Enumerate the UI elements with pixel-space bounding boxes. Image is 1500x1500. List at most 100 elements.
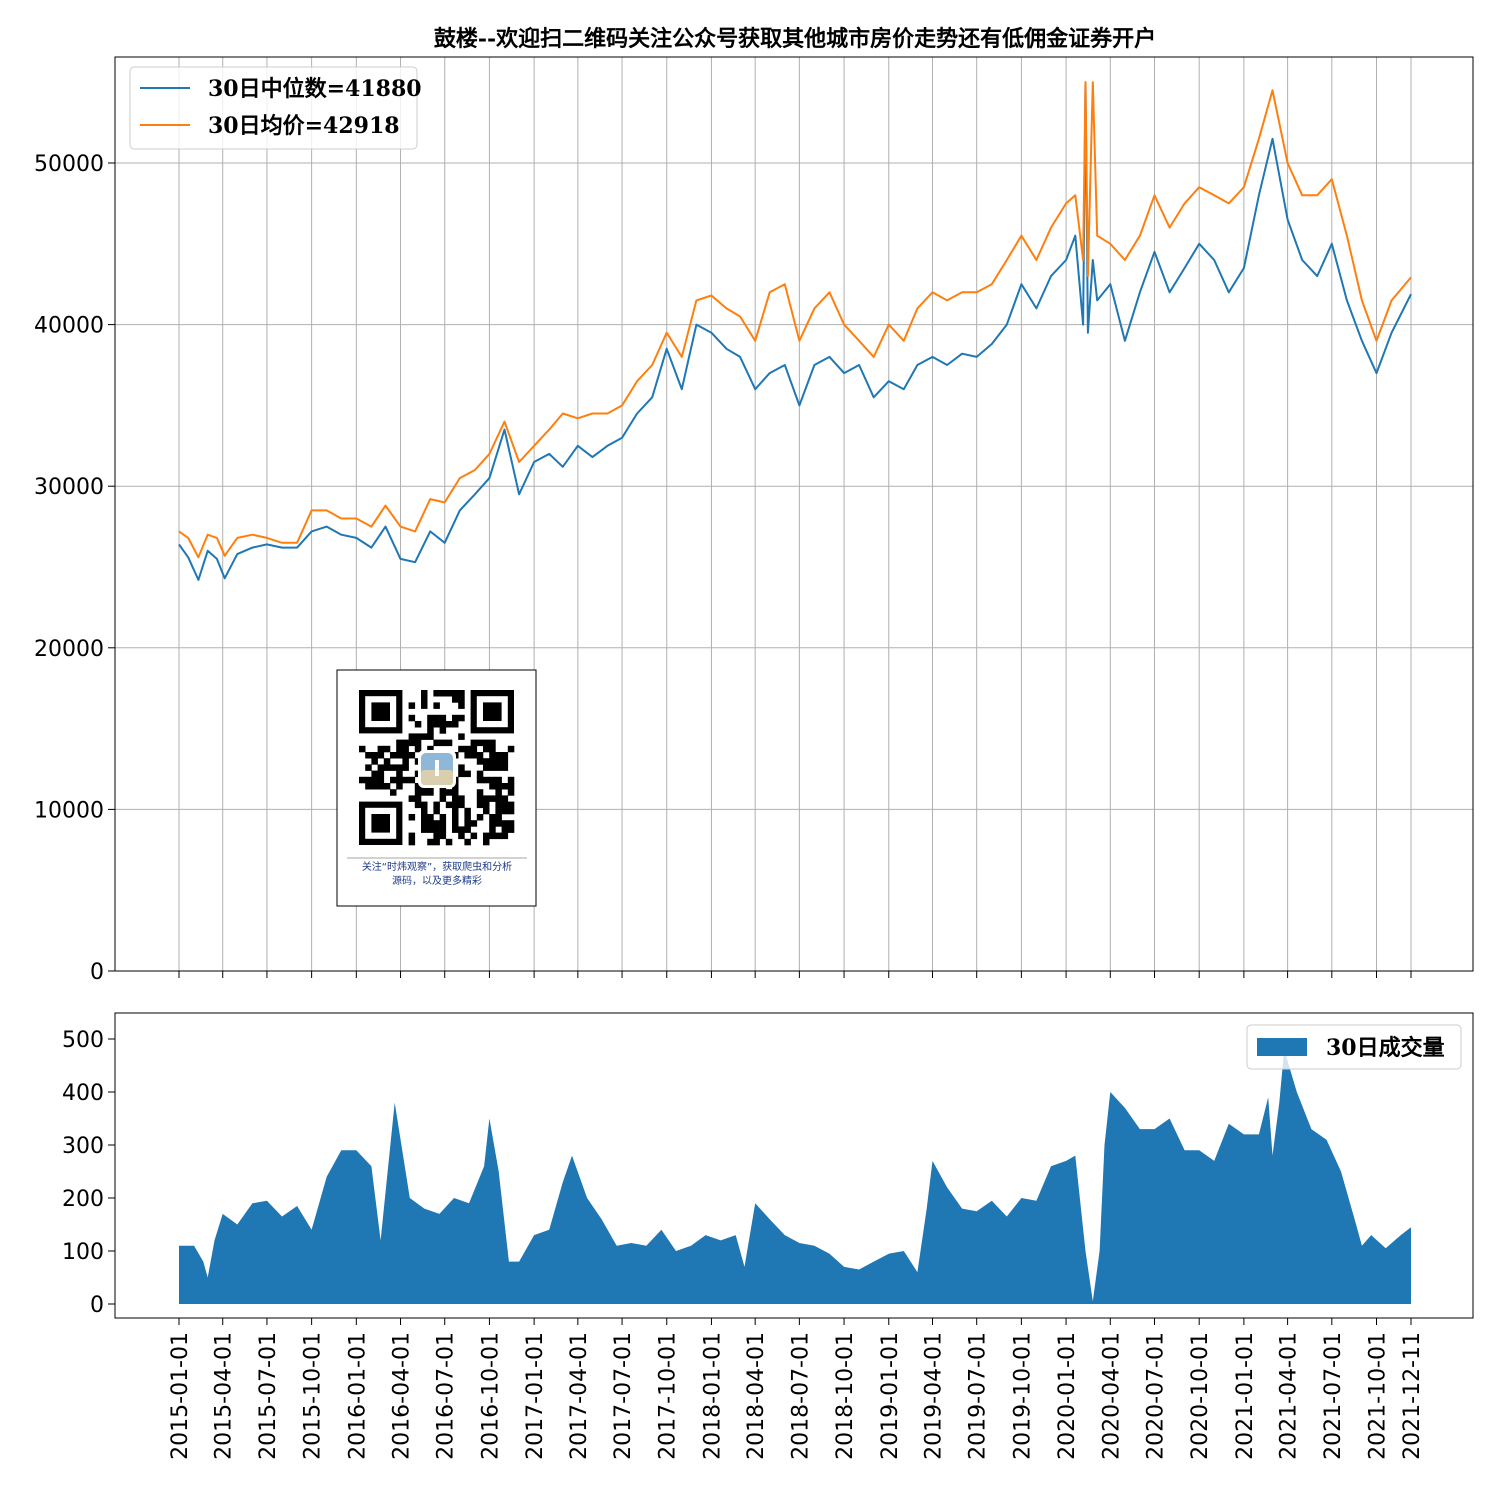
qr-module: [383, 758, 391, 765]
price-legend-box: [129, 66, 418, 150]
qr-module: [476, 758, 484, 765]
qr-caption-line2: 源码，以及更多精彩: [392, 874, 482, 887]
qr-module: [396, 770, 403, 778]
x-tick-label: 2021-12-11: [1400, 1332, 1425, 1460]
qr-module: [427, 826, 434, 833]
qr-module: [464, 807, 471, 815]
qr-module: [476, 752, 484, 759]
qr-module: [433, 801, 440, 809]
qr-module: [501, 807, 509, 815]
qr-module: [476, 789, 484, 796]
qr-module: [402, 776, 409, 784]
qr-module: [408, 814, 416, 821]
qr-module: [501, 795, 509, 802]
qr-module: [452, 820, 459, 827]
qr-module: [365, 752, 372, 759]
qr-module: [421, 733, 428, 740]
qr-module: [433, 820, 440, 827]
volume-y-tick-label: 300: [62, 1134, 104, 1159]
x-tick-label: 2021-10-01: [1366, 1332, 1391, 1460]
x-tick-label: 2019-04-01: [921, 1332, 946, 1460]
qr-module: [489, 814, 496, 821]
qr-module: [489, 752, 496, 759]
qr-module: [483, 807, 490, 815]
qr-module: [414, 783, 422, 790]
qr-module: [427, 733, 434, 740]
x-tick-label: 2015-07-01: [256, 1332, 281, 1460]
qr-module: [483, 776, 490, 784]
price-y-tick-label: 0: [90, 960, 104, 985]
qr-module: [489, 783, 496, 790]
qr-module: [365, 783, 372, 790]
qr-module: [507, 789, 515, 796]
qr-module: [470, 820, 478, 827]
qr-module: [507, 745, 515, 753]
x-tick-label: 2015-10-01: [301, 1332, 326, 1460]
qr-module: [439, 795, 447, 802]
qr-module: [501, 783, 509, 790]
qr-module: [359, 745, 366, 753]
qr-module: [377, 764, 385, 771]
qr-module: [414, 789, 422, 796]
qr-module: [501, 758, 509, 765]
qr-finder-core: [483, 702, 502, 721]
qr-module: [495, 764, 502, 771]
x-tick-label: 2017-04-01: [567, 1332, 592, 1460]
legend-label-volume: 30日成交量: [1326, 1035, 1445, 1061]
qr-module: [421, 820, 428, 827]
qr-module: [365, 776, 372, 784]
x-tick-label: 2016-07-01: [434, 1332, 459, 1460]
qr-module: [427, 838, 434, 846]
qr-module: [421, 826, 428, 833]
qr-module: [445, 789, 453, 796]
qr-module: [476, 801, 484, 809]
qr-module: [458, 795, 465, 802]
qr-module: [421, 789, 428, 796]
qr-module: [476, 795, 484, 802]
qr-module: [383, 764, 391, 771]
qr-module: [439, 814, 447, 821]
x-tick-label: 2015-01-01: [168, 1332, 193, 1460]
qr-module: [421, 801, 428, 809]
qr-module: [445, 721, 453, 728]
qr-module: [452, 714, 459, 722]
qr-module: [452, 721, 459, 728]
qr-module: [439, 727, 447, 734]
x-tick-label: 2018-07-01: [788, 1332, 813, 1460]
x-tick-label: 2018-04-01: [744, 1332, 769, 1460]
qr-module: [464, 745, 471, 753]
volume-y-tick-label: 100: [62, 1240, 104, 1265]
qr-module: [489, 820, 496, 827]
qr-module: [458, 826, 465, 833]
qr-module: [489, 776, 496, 784]
qr-module: [396, 739, 403, 747]
qr-module: [495, 832, 502, 840]
qr-module: [452, 801, 459, 809]
qr-module: [452, 696, 459, 703]
qr-module: [458, 770, 465, 778]
qr-module: [433, 721, 440, 728]
price-x-ticks: [178, 971, 1412, 978]
qr-module: [458, 832, 465, 840]
volume-x-ticks: 2015-01-01 2015-04-01 2015-07-01 2015-10-01…: [168, 1318, 1425, 1460]
qr-module: [402, 758, 409, 765]
qr-module: [427, 745, 434, 753]
qr-module: [445, 739, 453, 747]
qr-module: [383, 783, 391, 790]
qr-module: [489, 745, 496, 753]
qr-module: [489, 758, 496, 765]
qr-module: [439, 714, 447, 722]
qr-module: [433, 832, 440, 840]
qr-module: [470, 739, 478, 747]
qr-module: [402, 764, 409, 771]
qr-module: [414, 745, 422, 753]
qr-finder-core: [371, 814, 390, 833]
qr-module: [483, 795, 490, 802]
price-legend: 30日中位数=41880 30日均价=42918: [129, 66, 422, 150]
qr-module: [458, 702, 465, 709]
x-tick-label: 2016-10-01: [478, 1332, 503, 1460]
qr-module: [501, 764, 509, 771]
qr-module: [495, 795, 502, 802]
qr-module: [433, 714, 440, 722]
qr-module: [458, 745, 465, 753]
